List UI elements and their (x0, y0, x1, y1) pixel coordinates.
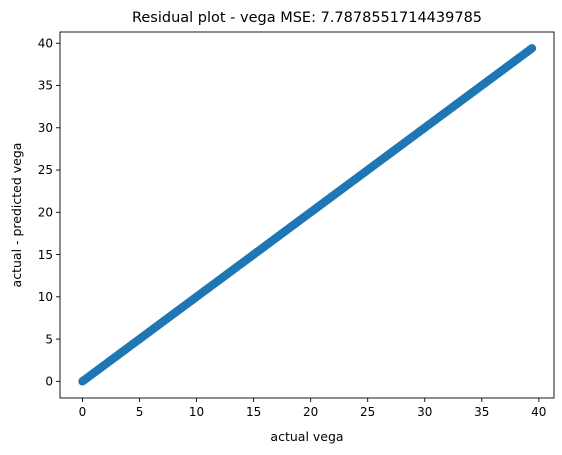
data-point (527, 44, 537, 53)
x-tick-label: 15 (246, 405, 261, 419)
y-tick-label: 40 (38, 36, 53, 50)
x-tick-label: 35 (474, 405, 489, 419)
y-tick-label: 5 (45, 332, 53, 346)
plot-frame (59, 31, 555, 399)
x-axis: 0 5 10 15 20 25 30 35 40 (79, 398, 546, 419)
y-axis-label: actual - predicted vega (9, 143, 24, 288)
x-tick-label: 25 (360, 405, 375, 419)
y-axis: 0 5 10 15 20 25 30 35 40 (38, 36, 60, 389)
y-tick-label: 20 (38, 205, 53, 219)
x-tick-label: 0 (79, 405, 87, 419)
y-tick-label: 30 (38, 121, 53, 135)
x-tick-label: 10 (189, 405, 204, 419)
x-tick-label: 40 (531, 405, 546, 419)
y-tick-label: 10 (38, 290, 53, 304)
x-axis-label: actual vega (270, 429, 343, 444)
x-tick-label: 30 (417, 405, 432, 419)
scatter-points (78, 44, 537, 386)
x-tick-label: 5 (136, 405, 144, 419)
y-tick-label: 0 (45, 375, 53, 389)
y-tick-label: 25 (38, 163, 53, 177)
x-tick-label: 20 (303, 405, 318, 419)
chart-title: Residual plot - vega MSE: 7.787855171443… (132, 10, 482, 26)
y-tick-label: 15 (38, 248, 53, 262)
y-tick-label: 35 (38, 79, 53, 93)
